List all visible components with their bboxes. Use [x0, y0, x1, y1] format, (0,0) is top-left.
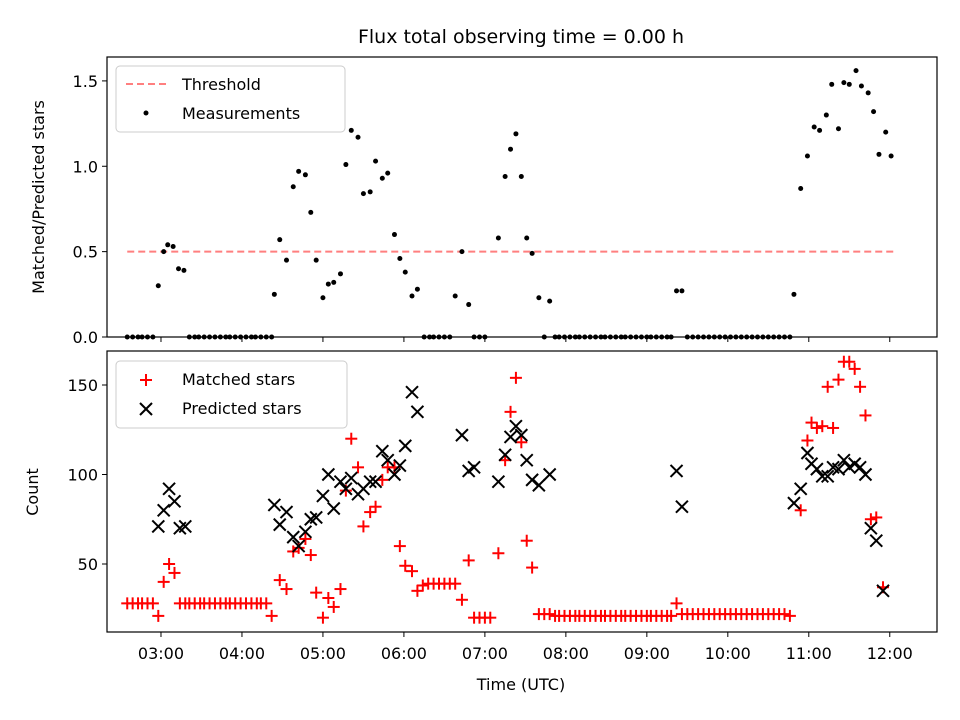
- measurement-point: [817, 128, 822, 133]
- measurement-point: [547, 299, 552, 304]
- x-tick-label: 03:00: [138, 644, 184, 663]
- measurement-point: [373, 159, 378, 164]
- measurement-point: [889, 154, 894, 159]
- measurement-point: [453, 294, 458, 299]
- measurement-point: [392, 232, 397, 237]
- x-tick-label: 07:00: [462, 644, 508, 663]
- measurement-point: [871, 109, 876, 114]
- measurement-point: [415, 287, 420, 292]
- ratio-legend: Threshold Measurements: [116, 66, 345, 132]
- matched-legend-label: Matched stars: [182, 370, 295, 389]
- measurement-point: [812, 125, 817, 130]
- measurement-point: [272, 292, 277, 297]
- count-y-tick-label: 150: [67, 376, 98, 395]
- measurement-point: [508, 147, 513, 152]
- x-axis-label: Time (UTC): [476, 675, 565, 694]
- measurement-point: [368, 189, 373, 194]
- measurement-point: [841, 80, 846, 85]
- count-y-tick-label: 100: [67, 465, 98, 484]
- measurement-point: [824, 113, 829, 118]
- measurement-point: [883, 130, 888, 135]
- measurement-point: [519, 174, 524, 179]
- x-tick-label: 08:00: [543, 644, 589, 663]
- measurement-point: [356, 135, 361, 140]
- measurement-point: [338, 271, 343, 276]
- ratio-y-tick-label: 0.5: [73, 243, 98, 262]
- measurement-point: [165, 242, 170, 247]
- measurement-point: [679, 288, 684, 293]
- measurement-legend-dot-icon: [144, 111, 149, 116]
- ratio-y-tick-label: 0.0: [73, 328, 98, 347]
- measurement-point: [836, 126, 841, 131]
- ratio-y-tick-label: 1.0: [73, 157, 98, 176]
- measurement-point: [308, 210, 313, 215]
- measurement-point: [496, 235, 501, 240]
- measurement-point: [513, 131, 518, 136]
- measurement-point: [536, 295, 541, 300]
- ratio-y-axis-label: Matched/Predicted stars: [29, 100, 48, 294]
- measurement-point: [459, 249, 464, 254]
- measurement-point: [176, 266, 181, 271]
- measurement-point: [503, 174, 508, 179]
- measurement-point: [291, 184, 296, 189]
- count-y-axis-label: Count: [23, 468, 42, 516]
- measurement-point: [331, 280, 336, 285]
- measurement-point: [385, 171, 390, 176]
- x-tick-label: 11:00: [786, 644, 832, 663]
- x-tick-label: 09:00: [624, 644, 670, 663]
- measurement-point: [161, 249, 166, 254]
- x-tick-label: 10:00: [705, 644, 751, 663]
- predicted-legend-label: Predicted stars: [182, 399, 302, 418]
- count-y-tick-label: 50: [78, 555, 98, 574]
- measurement-point: [524, 235, 529, 240]
- measurement-point: [403, 270, 408, 275]
- measurement-point: [397, 256, 402, 261]
- measurement-point: [361, 191, 366, 196]
- x-tick-label: 04:00: [219, 644, 265, 663]
- measurement-point: [314, 258, 319, 263]
- measurement-point: [798, 186, 803, 191]
- x-tick-label: 06:00: [381, 644, 427, 663]
- measurement-point: [674, 288, 679, 293]
- measurement-point: [866, 90, 871, 95]
- measurement-point: [854, 68, 859, 73]
- chart-title: Flux total observing time = 0.00 h: [358, 26, 684, 48]
- measurement-legend-label: Measurements: [182, 104, 300, 123]
- measurement-point: [303, 172, 308, 177]
- measurement-point: [466, 302, 471, 307]
- x-tick-label: 05:00: [300, 644, 346, 663]
- measurement-point: [343, 162, 348, 167]
- measurement-point: [847, 82, 852, 87]
- measurement-point: [156, 283, 161, 288]
- measurement-point: [410, 294, 415, 299]
- measurement-point: [181, 268, 186, 273]
- measurement-point: [284, 258, 289, 263]
- threshold-legend-label: Threshold: [181, 75, 261, 94]
- measurement-point: [320, 295, 325, 300]
- x-tick-label: 12:00: [867, 644, 913, 663]
- measurement-point: [326, 282, 331, 287]
- measurement-point: [171, 244, 176, 249]
- measurement-point: [277, 237, 282, 242]
- measurement-point: [805, 154, 810, 159]
- measurement-point: [859, 84, 864, 89]
- figure: Flux total observing time = 0.00 h 0.0 0.…: [0, 0, 960, 720]
- measurement-point: [829, 82, 834, 87]
- ratio-y-tick-label: 1.5: [73, 72, 98, 91]
- measurement-point: [876, 152, 881, 157]
- measurement-point: [349, 128, 354, 133]
- measurement-point: [530, 251, 535, 256]
- measurement-point: [791, 292, 796, 297]
- count-legend: Matched stars Predicted stars: [116, 361, 347, 428]
- measurement-point: [380, 176, 385, 181]
- measurement-point: [296, 169, 301, 174]
